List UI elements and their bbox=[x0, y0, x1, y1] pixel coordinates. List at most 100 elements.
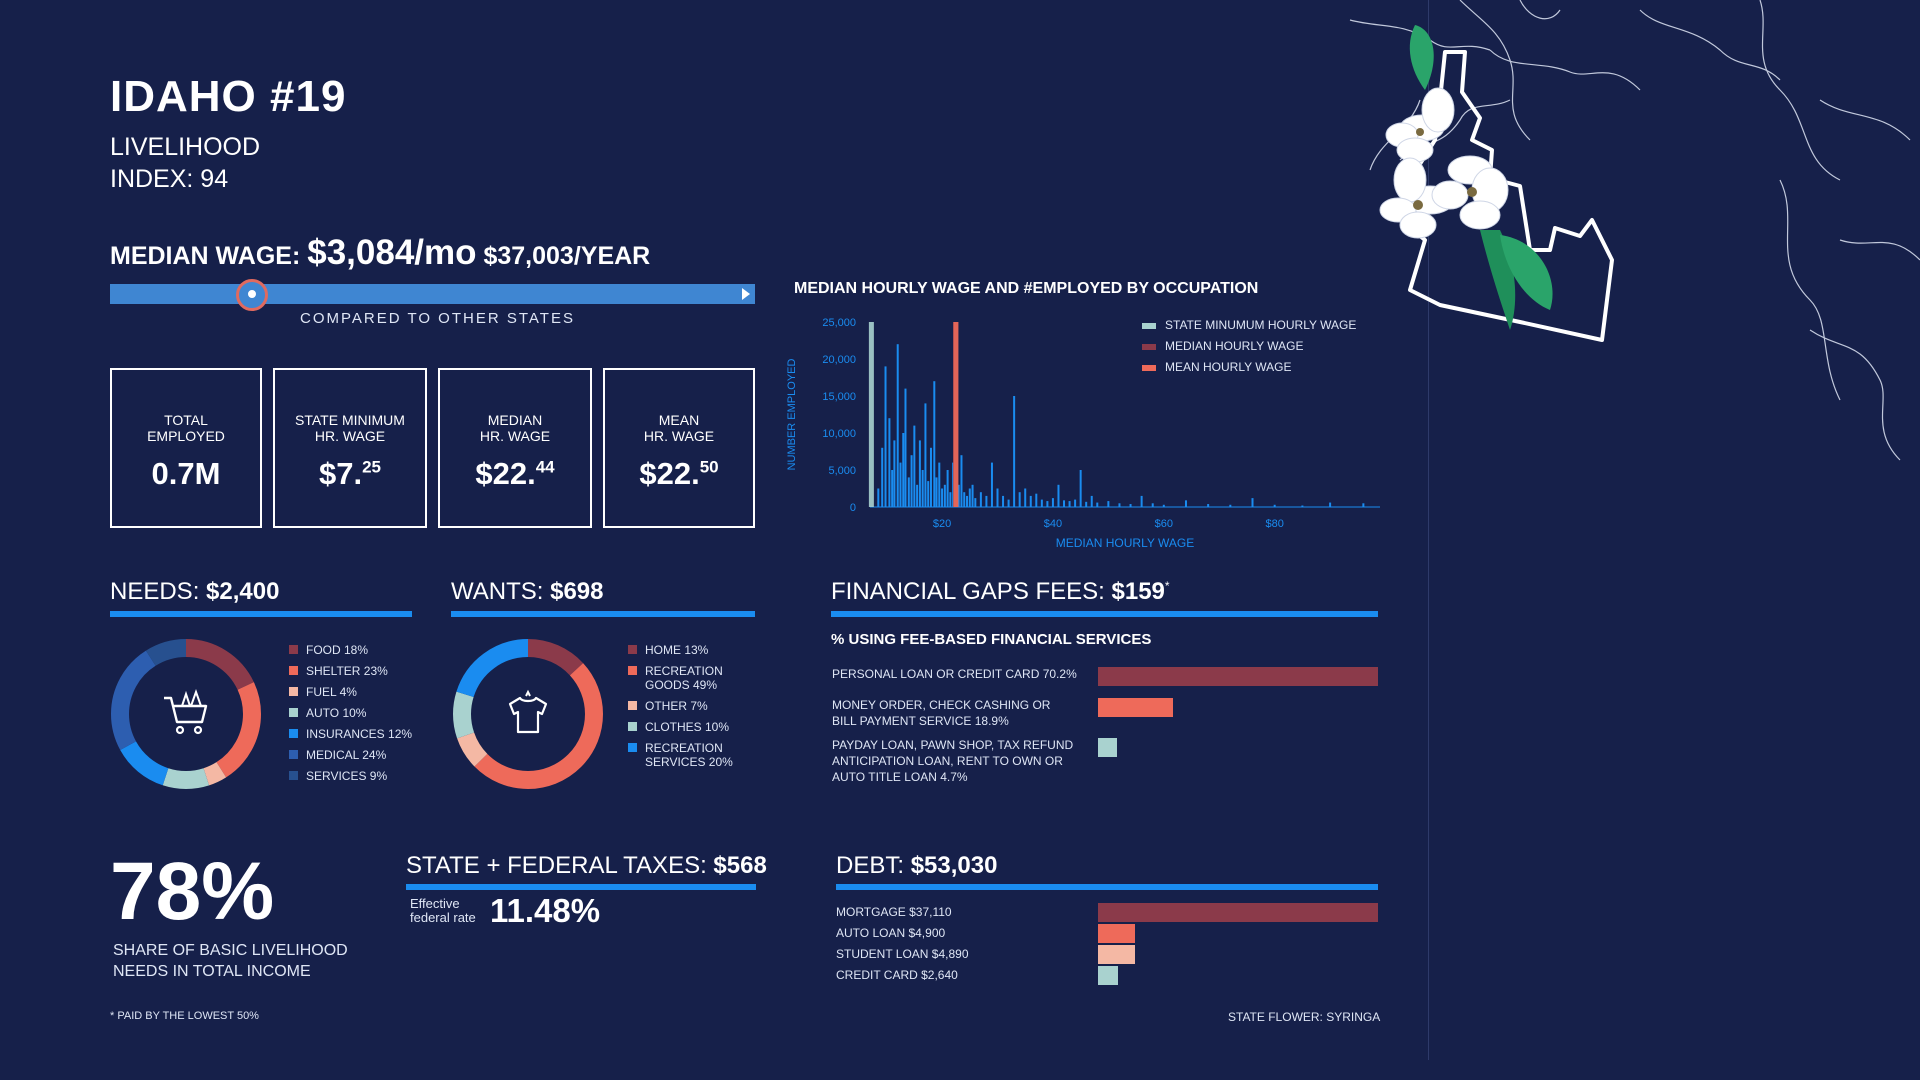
taxes-rule bbox=[406, 884, 756, 890]
debt-item-bar bbox=[1098, 903, 1378, 922]
y-tick-label: 0 bbox=[850, 502, 856, 514]
legend-swatch bbox=[628, 701, 637, 710]
wage-position-dot bbox=[247, 290, 256, 298]
stat-label: MEDIAN bbox=[487, 412, 543, 428]
stat-value-cents: 50 bbox=[699, 457, 719, 477]
financial-value: $159 bbox=[1111, 578, 1165, 605]
histogram-bar bbox=[1068, 501, 1071, 507]
histogram-bar bbox=[1051, 498, 1054, 507]
histogram-bar bbox=[1046, 501, 1049, 507]
legend-swatch bbox=[628, 666, 637, 675]
histogram-bar bbox=[1040, 499, 1043, 507]
donut-slice bbox=[111, 639, 261, 789]
river-lines bbox=[1349, 0, 1920, 461]
debt-item-label: AUTO LOAN $4,900 bbox=[836, 926, 946, 940]
donut-slice bbox=[453, 639, 603, 789]
y-tick-label: 20,000 bbox=[822, 354, 856, 366]
legend-item: SHELTER 23% bbox=[289, 664, 388, 678]
histogram-bar bbox=[957, 484, 960, 507]
legend-swatch bbox=[289, 666, 298, 675]
financial-heading: FINANCIAL GAPS FEES: $159* bbox=[831, 578, 1170, 606]
histogram-bar bbox=[974, 498, 977, 507]
legend-label: FOOD 18% bbox=[306, 643, 369, 657]
donut-slice bbox=[453, 639, 603, 789]
tshirt-icon bbox=[508, 689, 548, 734]
y-tick-label: 25,000 bbox=[822, 317, 856, 329]
donut-slice bbox=[111, 639, 261, 789]
needs-label: NEEDS: bbox=[110, 578, 200, 605]
x-tick-label: $80 bbox=[1265, 518, 1283, 530]
median-wage-yearly: $37,003/YEAR bbox=[483, 242, 651, 270]
wage-histogram-chart: 0 5,000 10,000 15,000 20,000 25,000 $20 $40 $60 $… bbox=[786, 317, 1380, 550]
legend-item: MEDICAL 24% bbox=[289, 748, 386, 762]
legend-item: AUTO 10% bbox=[289, 706, 366, 720]
debt-item-bar bbox=[1098, 966, 1118, 985]
debt-value: $53,030 bbox=[910, 852, 998, 879]
debt-heading: DEBT: $53,030 bbox=[836, 852, 997, 880]
histogram-bar bbox=[1002, 495, 1005, 507]
histogram-bar bbox=[927, 481, 930, 507]
stat-label: HR. WAGE bbox=[479, 428, 551, 444]
legend-swatch bbox=[289, 750, 298, 759]
histogram-bar bbox=[935, 477, 938, 507]
legend-swatch bbox=[628, 743, 637, 752]
legend-item: FOOD 18% bbox=[289, 643, 368, 657]
histogram-bar bbox=[1301, 505, 1304, 507]
histogram-bar bbox=[966, 495, 969, 507]
histogram-bar bbox=[1207, 504, 1210, 507]
histogram-bar bbox=[990, 462, 993, 507]
needs-heading: NEEDS: $2,400 bbox=[110, 578, 279, 606]
legend-swatch bbox=[1142, 344, 1156, 350]
histogram-bar bbox=[1090, 495, 1093, 507]
needs-share-label-line: NEEDS IN TOTAL INCOME bbox=[113, 963, 311, 980]
histogram-bar bbox=[893, 440, 896, 507]
legend-label: MEAN HOURLY WAGE bbox=[1165, 360, 1291, 374]
histogram-bar bbox=[896, 344, 899, 507]
histogram-bar bbox=[1096, 502, 1099, 507]
stat-box-total-employed: TOTAL EMPLOYED 0.7M bbox=[110, 368, 262, 528]
stat-label: HR. WAGE bbox=[643, 428, 715, 444]
histogram-bar bbox=[938, 462, 941, 507]
histogram-bar bbox=[1085, 501, 1088, 507]
reference-line bbox=[868, 322, 874, 507]
histogram-bar bbox=[1107, 501, 1110, 507]
legend-item: OTHER 7% bbox=[628, 699, 708, 713]
histogram-bar bbox=[946, 470, 949, 507]
stat-value: $22. bbox=[639, 456, 700, 491]
shopping-cart-icon bbox=[164, 689, 208, 735]
financial-service-label: PAYDAY LOAN, PAWN SHOP, TAX REFUND ANTICI… bbox=[832, 738, 1074, 784]
histogram-bar bbox=[881, 447, 884, 507]
histogram-bar bbox=[907, 477, 910, 507]
taxes-label: STATE + FEDERAL TAXES: bbox=[406, 852, 707, 879]
histogram-bar bbox=[1118, 503, 1121, 507]
histogram-bar bbox=[1140, 495, 1143, 507]
stat-label: MEAN bbox=[658, 412, 700, 428]
legend-item: FUEL 4% bbox=[289, 685, 357, 699]
stat-value-cents: 44 bbox=[535, 457, 555, 477]
legend-swatch bbox=[1142, 323, 1156, 329]
legend-label: RECREATION SERVICES 20% bbox=[645, 741, 733, 769]
histogram-bar bbox=[902, 433, 905, 507]
wants-value: $698 bbox=[550, 578, 604, 605]
stat-value: $7. bbox=[318, 456, 363, 491]
x-tick-label: $40 bbox=[1044, 518, 1062, 530]
financial-asterisk: * bbox=[1164, 579, 1170, 593]
legend-swatch bbox=[1142, 365, 1156, 371]
legend-item: HOME 13% bbox=[628, 643, 708, 657]
histogram-bar bbox=[1057, 484, 1060, 507]
wants-label: WANTS: bbox=[451, 578, 544, 605]
livelihood-index: INDEX: 94 bbox=[110, 165, 229, 193]
stat-value: $22. bbox=[475, 456, 536, 491]
financial-rule bbox=[831, 611, 1378, 617]
legend-item: CLOTHES 10% bbox=[628, 720, 729, 734]
stat-label: STATE MINIMUM bbox=[295, 412, 405, 428]
histogram-bar bbox=[1184, 500, 1187, 507]
idaho-map-illustration bbox=[1349, 0, 1920, 461]
financial-service-label: MONEY ORDER, CHECK CASHING OR BILL PAYMEN… bbox=[832, 698, 1051, 728]
histogram-bar bbox=[968, 488, 971, 507]
histogram-bar bbox=[1035, 493, 1038, 507]
livelihood-label: LIVELIHOOD bbox=[110, 133, 261, 161]
histogram-bar bbox=[891, 470, 894, 507]
legend-item: RECREATION SERVICES 20% bbox=[628, 741, 733, 769]
histogram-bar bbox=[888, 418, 891, 507]
